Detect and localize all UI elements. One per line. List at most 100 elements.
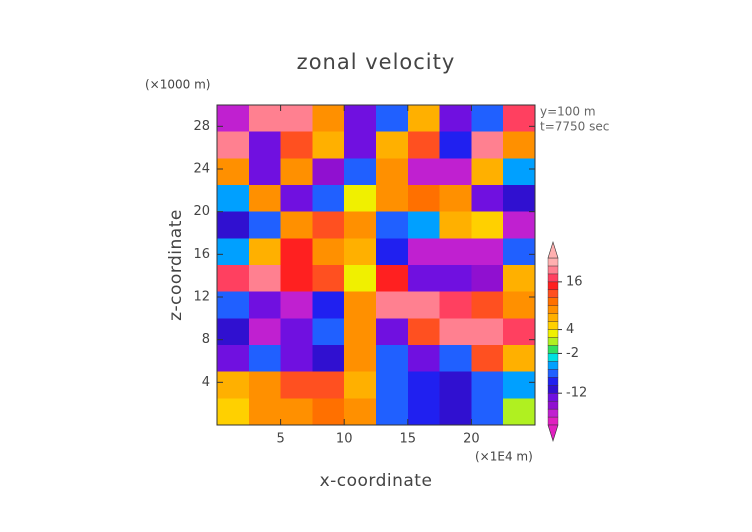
- heatmap: [217, 105, 536, 426]
- colorbar-segment: [547, 416, 559, 426]
- heatmap-cell: [376, 291, 409, 319]
- heatmap-cell: [344, 211, 377, 239]
- heatmap-cell: [407, 398, 441, 426]
- colorbar-segment: [547, 305, 559, 314]
- heatmap-cell: [312, 131, 345, 159]
- heatmap-cell: [344, 318, 377, 346]
- heatmap-cell: [280, 318, 313, 346]
- colorbar-segment: [547, 385, 559, 394]
- heatmap-cell: [344, 158, 377, 186]
- heatmap-cell: [503, 158, 536, 186]
- y-tick-label: 16: [193, 247, 210, 262]
- heatmap-cell: [503, 345, 536, 373]
- heatmap-cell: [280, 265, 313, 293]
- heatmap-cell: [376, 398, 409, 426]
- colorbar-segment: [547, 337, 559, 346]
- colorbar-segment: [547, 377, 559, 386]
- heatmap-cell: [407, 265, 441, 293]
- heatmap-cell: [376, 265, 409, 293]
- colorbar-tick-label: -2: [566, 346, 579, 361]
- heatmap-cell: [344, 131, 377, 159]
- heatmap-cell: [471, 345, 504, 373]
- colorbar-segment: [547, 289, 559, 298]
- colorbar-segment: [547, 265, 559, 275]
- heatmap-cell: [503, 238, 536, 266]
- colorbar-segment: [547, 408, 559, 418]
- colorbar-segment: [547, 313, 559, 322]
- y-tick-label: 4: [202, 375, 210, 390]
- heatmap-cell: [503, 131, 536, 159]
- heatmap-cell: [503, 371, 536, 399]
- y-tick-label: 12: [193, 290, 210, 305]
- heatmap-cell: [312, 318, 345, 346]
- heatmap-cell: [217, 371, 250, 399]
- heatmap-cell: [248, 265, 282, 293]
- heatmap-cell: [376, 185, 409, 213]
- heatmap-cell: [217, 291, 250, 319]
- heatmap-cell: [471, 211, 504, 239]
- heatmap-cell: [217, 318, 250, 346]
- heatmap-cell: [407, 131, 441, 159]
- heatmap-cell: [217, 265, 250, 293]
- heatmap-cell: [407, 158, 441, 186]
- axes: 5 10 15 20 4 8 12 16 20 24 28 16 4 -2 -12: [193, 104, 587, 447]
- heatmap-cell: [280, 211, 313, 239]
- heatmap-cell: [217, 131, 250, 159]
- heatmap-cell: [248, 291, 282, 319]
- annotation: y=100 m: [540, 105, 596, 119]
- heatmap-cell: [376, 211, 409, 239]
- heatmap-cell: [439, 105, 472, 133]
- heatmap-cell: [439, 371, 472, 399]
- heatmap-cell: [280, 158, 313, 186]
- heatmap-cell: [344, 398, 377, 426]
- heatmap-cell: [471, 238, 504, 266]
- heatmap-cell: [217, 238, 250, 266]
- heatmap-cell: [312, 345, 345, 373]
- heatmap-cell: [439, 265, 472, 293]
- x-tick-label: 5: [276, 432, 284, 447]
- heatmap-cell: [280, 105, 313, 133]
- colorbar-tick-label: -12: [566, 386, 587, 401]
- heatmap-cell: [376, 238, 409, 266]
- heatmap-cell: [376, 158, 409, 186]
- heatmap-cell: [407, 185, 441, 213]
- heatmap-cell: [280, 238, 313, 266]
- heatmap-cell: [312, 371, 345, 399]
- heatmap-cell: [471, 158, 504, 186]
- heatmap-cell: [312, 265, 345, 293]
- heatmap-cell: [248, 318, 282, 346]
- heatmap-cell: [280, 345, 313, 373]
- heatmap-cell: [471, 105, 504, 133]
- heatmap-cell: [503, 318, 536, 346]
- colorbar-segment: [547, 281, 559, 291]
- x-unit: (×1E4 m): [475, 450, 533, 464]
- heatmap-cell: [407, 291, 441, 319]
- y-tick-label: 8: [202, 332, 210, 347]
- heatmap-cell: [471, 265, 504, 293]
- heatmap-cell: [248, 105, 282, 133]
- heatmap-cell: [471, 318, 504, 346]
- colorbar-segment: [547, 400, 559, 410]
- heatmap-cell: [312, 105, 345, 133]
- heatmap-cell: [376, 105, 409, 133]
- colorbar-segment: [547, 361, 559, 370]
- heatmap-cell: [407, 105, 441, 133]
- x-tick-label: 20: [463, 432, 480, 447]
- heatmap-cell: [344, 105, 377, 133]
- heatmap-cell: [280, 185, 313, 213]
- heatmap-cell: [407, 211, 441, 239]
- y-axis-title: z-coordinate: [166, 209, 186, 321]
- heatmap-cell: [248, 211, 282, 239]
- heatmap-cell: [407, 238, 441, 266]
- heatmap-cell: [248, 131, 282, 159]
- heatmap-cell: [344, 265, 377, 293]
- heatmap-cell: [312, 238, 345, 266]
- heatmap-cell: [248, 345, 282, 373]
- heatmap-cell: [344, 291, 377, 319]
- colorbar-extend-top: [547, 240, 559, 259]
- colorbar-segment: [547, 345, 559, 354]
- chart-title: zonal velocity: [297, 50, 456, 74]
- heatmap-cell: [344, 238, 377, 266]
- heatmap-cell: [312, 158, 345, 186]
- heatmap-cell: [376, 345, 409, 373]
